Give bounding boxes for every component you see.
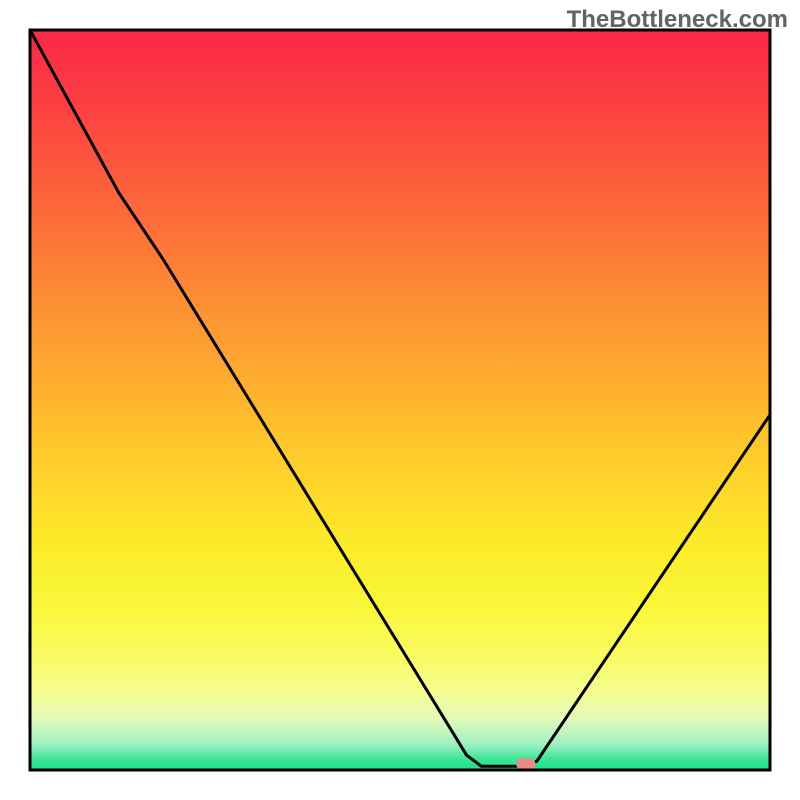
- bottleneck-chart: TheBottleneck.com: [0, 0, 800, 800]
- chart-svg: [0, 0, 800, 800]
- optimum-marker: [516, 758, 535, 770]
- plot-background: [30, 30, 770, 770]
- watermark-text: TheBottleneck.com: [567, 6, 788, 34]
